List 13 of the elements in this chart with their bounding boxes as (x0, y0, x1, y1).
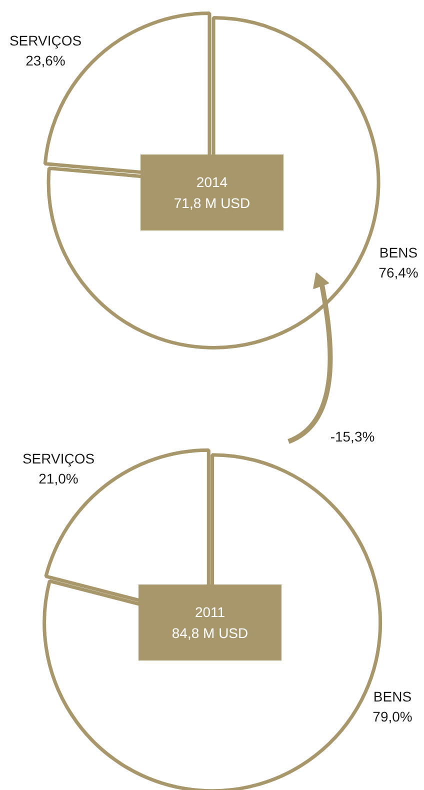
data-label: 79,0% (372, 708, 412, 724)
data-label: 76,4% (378, 264, 418, 280)
text: 2014 (196, 174, 228, 190)
slice-label: SERVIÇOS (9, 32, 82, 48)
text: 2011 (194, 604, 226, 620)
slice-label: BENS (379, 244, 418, 260)
slice-label: BENS (373, 688, 412, 704)
data-label: 23,6% (26, 52, 66, 68)
text: 71,8 M USD (174, 194, 250, 211)
text: 84,8 M USD (172, 624, 248, 641)
slice-label: SERVIÇOS (22, 450, 95, 466)
data-label: 21,0% (38, 470, 78, 486)
text: -15,3% (330, 428, 375, 444)
